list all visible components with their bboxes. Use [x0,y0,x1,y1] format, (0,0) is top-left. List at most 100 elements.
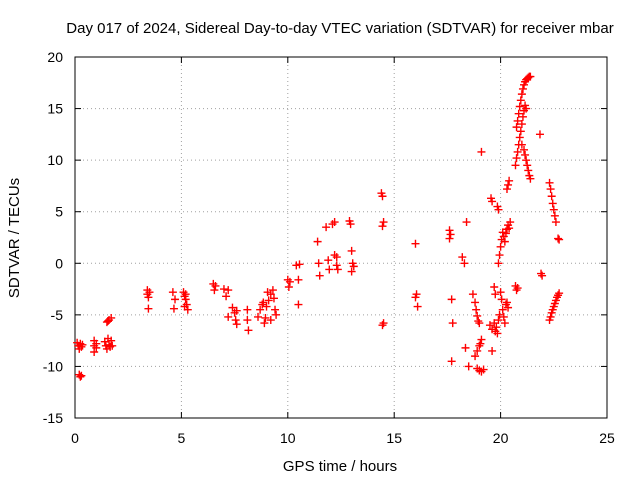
data-point [144,293,153,302]
data-point [554,234,563,243]
data-point [518,84,527,93]
data-point [517,90,526,99]
data-point [494,316,503,325]
data-point [513,116,522,125]
data-point [546,312,555,321]
data-point [378,321,387,330]
data-point [108,341,117,350]
data-point [219,285,228,294]
chart-title: Day 017 of 2024, Sidereal Day-to-day VTE… [66,20,613,37]
data-point [520,145,529,154]
data-point [90,347,99,356]
data-point [211,281,220,290]
data-point [512,286,521,295]
data-point [325,265,334,274]
data-point [228,303,237,312]
data-point [500,237,509,246]
data-point [346,220,355,229]
data-point [547,192,556,201]
data-point [479,365,488,374]
x-tick-label: 0 [71,430,79,446]
y-tick-label: -10 [43,358,63,374]
data-point [495,251,504,260]
data-point [77,371,86,380]
data-point [107,313,116,322]
data-point [445,226,454,235]
data-point [378,192,387,201]
data-point [504,180,513,189]
data-point [180,302,189,311]
data-point [490,283,499,292]
data-point [458,253,467,262]
data-point [411,239,420,248]
data-point [517,140,526,149]
data-point [549,205,558,214]
data-point [144,304,153,313]
data-point [501,229,510,238]
data-point [266,316,275,325]
data-point [222,292,231,301]
data-point [260,319,269,328]
data-point [285,277,294,286]
data-point [494,205,503,214]
data-point [471,352,480,361]
y-tick-label: -15 [43,410,63,426]
data-point [491,290,500,299]
data-point [526,72,535,81]
data-point [446,230,455,239]
data-point [546,185,555,194]
data-point [263,288,272,297]
data-point [269,294,278,303]
data-point [294,275,303,284]
data-point [271,305,280,314]
data-point [517,120,526,129]
data-point [169,304,178,313]
data-point [475,319,484,328]
data-point [256,305,265,314]
y-tick-label: 0 [55,255,63,271]
x-tick-label: 20 [493,430,509,446]
data-point [76,372,85,381]
data-point [524,166,533,175]
data-point [333,265,342,274]
data-point [515,102,524,111]
data-point [521,150,530,159]
data-point [462,218,471,227]
data-point [224,286,233,295]
data-point [523,161,532,170]
x-tick-label: 15 [386,430,402,446]
data-point [522,104,531,113]
data-point [518,112,527,121]
data-point [379,218,388,227]
data-point [555,235,564,244]
data-point [232,320,241,329]
data-point [551,218,560,227]
x-tick-label: 10 [280,430,296,446]
data-point [468,290,477,299]
data-point [500,319,509,328]
data-point [514,109,523,118]
data-point [445,234,454,243]
data-point [332,261,341,270]
x-tick-label: 25 [599,430,615,446]
data-point [493,329,502,338]
data-point [512,123,521,132]
data-point [461,343,470,352]
data-point [502,185,511,194]
data-point [413,302,422,311]
data-point [538,271,547,280]
data-point [511,161,520,170]
data-point [264,296,273,305]
data-point [145,288,154,297]
data-point [513,284,522,293]
data-point [488,346,497,355]
data-point [513,147,522,156]
data-point [460,259,469,268]
y-tick-label: 15 [47,101,63,117]
data-point [243,316,252,325]
grid [75,57,607,418]
data-point [535,130,544,139]
data-point [284,283,293,292]
y-tick-label: -5 [51,307,64,323]
